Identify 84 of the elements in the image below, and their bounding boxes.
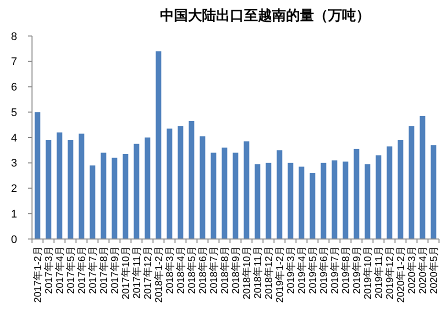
bar — [430, 145, 436, 239]
bar — [244, 141, 250, 239]
x-tick-label: 2020年5月 — [428, 246, 440, 294]
bar — [90, 165, 96, 239]
bar — [78, 134, 84, 239]
x-tick-label: 2018年6月 — [197, 246, 209, 294]
bar — [364, 164, 370, 239]
x-tick-label: 2018年11月 — [252, 246, 264, 299]
bar — [310, 173, 316, 239]
bar — [166, 128, 172, 239]
x-tick-label: 2019年11月 — [373, 246, 385, 299]
x-tick-label: 2017年1-2月 — [32, 246, 44, 303]
x-tick-label: 2019年10月 — [362, 246, 374, 300]
bar — [112, 158, 118, 239]
y-tick-label: 7 — [10, 56, 18, 68]
bar — [34, 112, 40, 239]
bar — [276, 150, 282, 239]
bar — [46, 140, 52, 239]
x-tick-label: 2017年12月 — [142, 246, 154, 300]
x-tick-label: 2017年3月 — [43, 246, 55, 294]
chart-title: 中国大陆出口至越南的量（万吨） — [160, 8, 370, 24]
x-tick-label: 2017年8月 — [98, 246, 110, 294]
bar — [122, 154, 128, 239]
x-tick-label: 2019年6月 — [318, 246, 330, 294]
x-tick-label: 2017年9月 — [109, 246, 121, 294]
bar — [298, 166, 304, 239]
bar — [144, 138, 150, 239]
x-tick-label: 2018年8月 — [219, 246, 231, 294]
y-tick-label: 8 — [10, 30, 18, 43]
x-tick-label: 2017年11月 — [131, 246, 143, 299]
bar — [354, 148, 360, 239]
x-tick-label: 2019年7月 — [329, 246, 341, 294]
bar — [342, 162, 348, 239]
bar — [386, 146, 392, 239]
bar — [266, 162, 272, 239]
bar — [254, 164, 260, 239]
bar — [222, 148, 228, 239]
bar — [188, 121, 194, 239]
bar — [100, 152, 106, 239]
x-tick-label: 2017年10月 — [120, 246, 132, 300]
bar — [134, 144, 140, 239]
x-tick-label: 2018年4月 — [175, 246, 187, 294]
bar — [420, 116, 426, 239]
x-tick-label: 2019年12月 — [384, 246, 396, 300]
bar — [332, 160, 338, 239]
y-tick-label: 1 — [10, 208, 18, 220]
x-tick-label: 2018年7月 — [208, 246, 220, 294]
y-tick-label: 2 — [10, 183, 18, 196]
bar — [56, 132, 62, 239]
y-tick-label: 5 — [10, 106, 18, 119]
x-tick-label: 2017年5月 — [65, 246, 77, 294]
bar — [210, 152, 216, 239]
y-tick-label: 0 — [10, 234, 18, 246]
x-tick-label: 2020年3月 — [406, 246, 418, 294]
x-tick-label: 2019年8月 — [340, 246, 352, 294]
x-tick-label: 2019年1-2月 — [274, 246, 286, 303]
x-tick-label: 2018年5月 — [186, 246, 198, 294]
y-tick-label: 4 — [10, 132, 18, 144]
x-tick-label: 2019年9月 — [351, 246, 363, 294]
bar — [288, 162, 294, 239]
bar — [408, 126, 414, 239]
x-tick-label: 2017年4月 — [54, 246, 66, 294]
x-tick-label: 2018年10月 — [241, 246, 253, 300]
x-tick-label: 2017年6月 — [76, 246, 88, 294]
x-tick-label: 2017年7月 — [87, 246, 99, 294]
bar — [178, 126, 184, 239]
bar — [156, 51, 162, 239]
bar — [320, 162, 326, 239]
x-tick-label: 2019年5月 — [307, 246, 319, 294]
x-tick-label: 2019年4月 — [296, 246, 308, 294]
bar — [232, 152, 238, 239]
x-tick-label: 2020年1-2月 — [395, 246, 407, 303]
bar — [200, 136, 206, 239]
x-tick-label: 2018年12月 — [263, 246, 275, 300]
bar — [68, 140, 74, 239]
y-tick-label: 3 — [10, 158, 18, 170]
x-tick-label: 2020年4月 — [417, 246, 429, 294]
bar — [376, 155, 382, 239]
y-tick-label: 6 — [10, 82, 18, 94]
x-tick-label: 2018年3月 — [164, 246, 176, 294]
x-tick-label: 2018年9月 — [230, 246, 242, 294]
x-tick-label: 2019年3月 — [285, 246, 297, 294]
x-tick-label: 2018年1-2月 — [153, 246, 165, 303]
bar — [398, 140, 404, 239]
